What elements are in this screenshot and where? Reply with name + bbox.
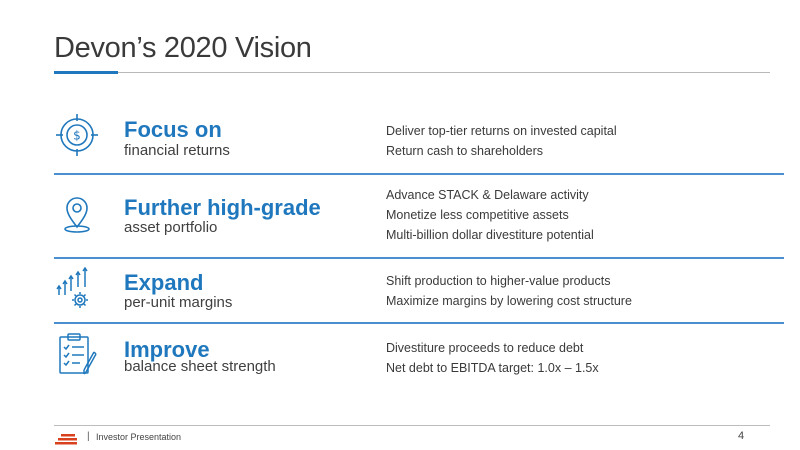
bullet-item: Multi-billion dollar divestiture potenti… [386, 228, 594, 242]
clipboard-checklist-icon [54, 332, 100, 378]
row-divider [54, 322, 784, 324]
bullet-item: Return cash to shareholders [386, 144, 544, 158]
row-financial-returns: $ Focus on financial returns Deliver top… [54, 112, 784, 168]
footer-rule [54, 425, 770, 426]
bullet-item: Advance STACK & Delaware activity [386, 188, 589, 202]
row-divider [54, 173, 784, 175]
page-number: 4 [738, 430, 745, 442]
row-subheading: asset portfolio [124, 219, 218, 236]
row-heading: Focus on [124, 117, 222, 142]
row-bullets: Advance STACK & Delaware activity Moneti… [386, 185, 594, 245]
row-unit-margins: Expand per-unit margins Shift production… [54, 265, 784, 319]
row-heading: Improve [124, 337, 210, 362]
bullet-item: Divestiture proceeds to reduce debt [386, 341, 584, 355]
row-asset-portfolio: Further high-grade asset portfolio Advan… [54, 183, 784, 251]
footer-label: Investor Presentation [96, 432, 182, 442]
bullet-item: Deliver top-tier returns on invested cap… [386, 124, 617, 138]
arrows-gear-icon [54, 266, 100, 313]
row-bullets: Divestiture proceeds to reduce debt Net … [386, 338, 599, 378]
row-bullets: Deliver top-tier returns on invested cap… [386, 121, 617, 161]
svg-text:$: $ [73, 129, 81, 143]
row-subheading: per-unit margins [124, 294, 233, 311]
map-pin-icon [54, 191, 100, 237]
bullet-item: Maximize margins by lowering cost struct… [386, 294, 632, 308]
row-subheading: financial returns [124, 142, 230, 159]
footer-separator: | [87, 431, 90, 442]
slide-title: Devon’s 2020 Vision [54, 32, 312, 64]
title-rule [54, 72, 770, 73]
title-accent-bar [54, 71, 118, 74]
bullet-item: Net debt to EBITDA target: 1.0x – 1.5x [386, 361, 599, 375]
row-divider [54, 257, 784, 259]
row-bullets: Shift production to higher-value product… [386, 271, 632, 311]
bullet-item: Monetize less competitive assets [386, 208, 569, 222]
row-heading: Further high-grade [124, 195, 321, 220]
devon-logo [55, 432, 77, 445]
row-balance-sheet: Improve balance sheet strength Divestitu… [54, 332, 784, 388]
row-subheading: balance sheet strength [124, 358, 276, 375]
target-dollar-icon: $ [54, 112, 100, 158]
bullet-item: Shift production to higher-value product… [386, 274, 611, 288]
row-heading: Expand [124, 270, 204, 295]
